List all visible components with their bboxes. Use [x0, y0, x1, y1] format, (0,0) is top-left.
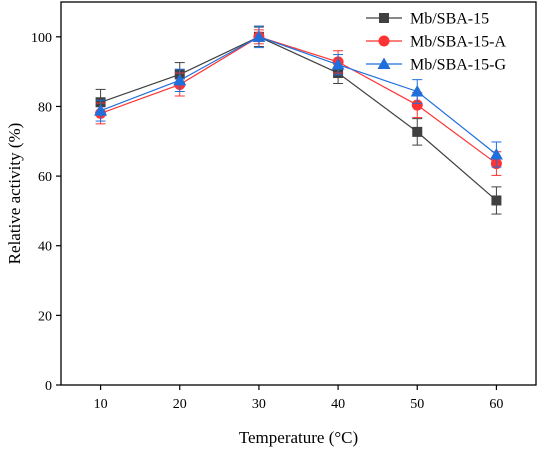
data-point	[410, 84, 424, 97]
x-tick-label: 40	[331, 397, 345, 412]
series-line	[100, 36, 497, 165]
x-tick-label: 10	[94, 397, 108, 412]
data-point	[491, 195, 502, 206]
data-point	[173, 73, 187, 86]
series-layer	[94, 25, 503, 215]
y-tick-label: 40	[38, 240, 52, 255]
series-2	[95, 29, 502, 176]
x-tick-label: 60	[489, 397, 503, 412]
legend-label: Mb/SBA-15	[410, 11, 489, 28]
data-point	[489, 148, 503, 160]
y-tick-label: 20	[38, 309, 52, 324]
x-tick-label: 30	[252, 397, 266, 412]
legend: Mb/SBA-15 Mb/SBA-15-A Mb/SBA-15-G	[366, 11, 506, 74]
series-1	[95, 26, 502, 215]
x-axis-label: Temperature (°C)	[239, 428, 358, 447]
data-point	[331, 58, 345, 70]
data-point	[411, 99, 423, 111]
legend-item-2: Mb/SBA-15-A	[366, 34, 506, 51]
series-line	[100, 36, 497, 201]
y-tick-label: 100	[31, 31, 52, 46]
legend-label: Mb/SBA-15-A	[410, 34, 506, 51]
x-tick-label: 20	[173, 397, 187, 412]
legend-item-1: Mb/SBA-15	[366, 11, 489, 28]
ticks-layer: 10 20 30 40 50 60 0 20 40 60 80 100	[31, 31, 503, 412]
data-point	[94, 104, 108, 116]
series-line	[100, 36, 497, 155]
legend-label: Mb/SBA-15-G	[410, 57, 506, 74]
data-point	[412, 126, 423, 137]
series-3	[94, 25, 503, 168]
x-tick-label: 50	[410, 397, 424, 412]
legend-item-3: Mb/SBA-15-G	[366, 57, 506, 74]
y-axis-label: Relative activity (%)	[5, 123, 24, 265]
y-tick-label: 60	[38, 170, 52, 185]
legend-marker	[379, 13, 389, 23]
legend-marker	[378, 35, 390, 47]
y-tick-label: 80	[38, 100, 52, 115]
y-tick-label: 0	[45, 379, 52, 394]
data-point	[252, 30, 266, 42]
plot-frame	[60, 1, 537, 386]
legend-marker	[377, 57, 391, 69]
